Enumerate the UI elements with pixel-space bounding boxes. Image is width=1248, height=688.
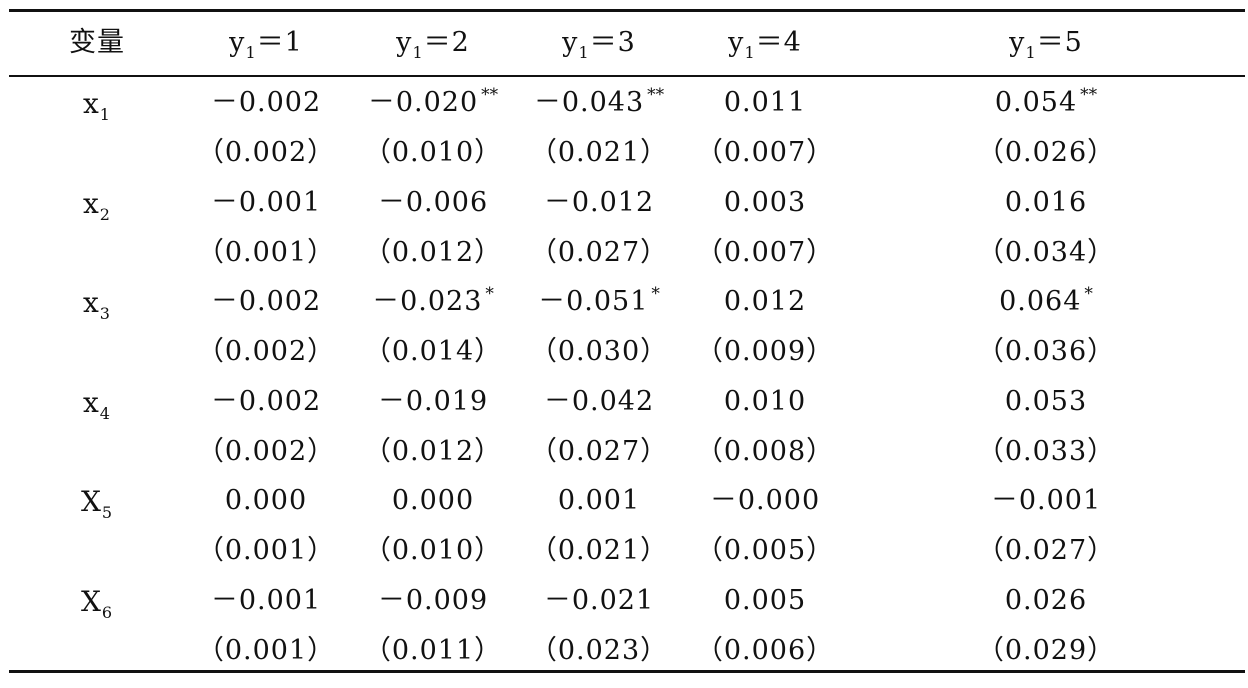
coefficient-cell: －0.001	[990, 485, 1102, 516]
standard-error-cell: （0.012）	[363, 236, 503, 268]
coefficient-cell: 0.053	[1004, 385, 1088, 417]
standard-error-cell: （0.002）	[196, 336, 336, 367]
top-rule	[9, 9, 1245, 12]
standard-error-cell: （0.010）	[363, 137, 503, 168]
standard-error-cell: （0.001）	[196, 634, 336, 666]
standard-error-cell: （0.030）	[529, 336, 669, 367]
coefficient-cell: 0.010	[723, 385, 807, 417]
coefficient-cell: －0.002	[210, 385, 322, 417]
coefficient-cell: －0.001	[210, 584, 322, 616]
variable-label: x2	[83, 186, 111, 224]
standard-error-cell: （0.009）	[695, 336, 835, 367]
significance-stars: **	[647, 85, 665, 105]
standard-error-cell: （0.001）	[196, 236, 336, 268]
standard-error-cell: （0.014）	[363, 336, 503, 367]
standard-error-cell: （0.006）	[695, 634, 835, 666]
header-col-1: y1＝1	[229, 27, 303, 62]
significance-stars: *	[1084, 284, 1093, 304]
header-col-3: y1＝3	[562, 27, 636, 62]
standard-error-cell: （0.027）	[529, 435, 669, 467]
variable-label: X5	[80, 485, 114, 522]
coefficient-cell: －0.006	[377, 186, 489, 218]
coefficient-cell: －0.009	[377, 584, 489, 616]
coefficient-cell: 0.026	[1004, 584, 1088, 616]
standard-error-cell: （0.007）	[695, 236, 835, 268]
header-variable: 变量	[69, 27, 125, 58]
coefficient-cell: －0.019	[377, 385, 489, 417]
standard-error-cell: （0.027）	[529, 236, 669, 268]
coefficient-cell: －0.043 **	[533, 85, 665, 118]
coefficient-cell: －0.002	[210, 87, 322, 118]
significance-stars: *	[485, 284, 494, 304]
significance-stars: **	[481, 85, 499, 105]
coefficient-cell: 0.000	[391, 485, 475, 516]
coefficient-cell: －0.002	[210, 286, 322, 317]
standard-error-cell: （0.007）	[695, 137, 835, 168]
standard-error-cell: （0.021）	[529, 535, 669, 566]
coefficient-cell: －0.021	[543, 584, 655, 616]
standard-error-cell: （0.008）	[695, 435, 835, 467]
standard-error-cell: （0.002）	[196, 137, 336, 168]
significance-stars: **	[1080, 85, 1098, 105]
header-col-2: y1＝2	[396, 27, 470, 62]
header-col-5: y1＝5	[1009, 27, 1083, 62]
standard-error-cell: （0.011）	[363, 634, 503, 666]
header-col-4: y1＝4	[728, 27, 802, 62]
standard-error-cell: （0.001）	[196, 535, 336, 566]
variable-label: x1	[83, 87, 111, 124]
standard-error-cell: （0.034）	[976, 236, 1116, 268]
coefficient-cell: －0.001	[210, 186, 322, 218]
variable-label: x3	[83, 286, 111, 323]
coefficient-cell: －0.051 *	[538, 284, 660, 317]
regression-table: 变量 y1＝1 y1＝2 y1＝3 y1＝4 y1＝5 x1 －0.002 －0.0…	[9, 9, 1245, 673]
coefficient-cell: 0.005	[723, 584, 807, 616]
bottom-rule	[9, 670, 1245, 673]
standard-error-cell: （0.027）	[976, 535, 1116, 566]
standard-error-cell: （0.005）	[695, 535, 835, 566]
standard-error-cell: （0.023）	[529, 634, 669, 666]
standard-error-cell: （0.033）	[976, 435, 1116, 467]
coefficient-cell: 0.003	[723, 186, 807, 218]
coefficient-cell: －0.000	[709, 485, 821, 516]
coefficient-cell: 0.016	[1004, 186, 1088, 218]
coefficient-cell: 0.000	[224, 485, 308, 516]
coefficient-cell: 0.012	[723, 286, 807, 317]
coefficient-cell: －0.042	[543, 385, 655, 417]
standard-error-cell: （0.010）	[363, 535, 503, 566]
coefficient-cell: 0.011	[723, 87, 807, 118]
variable-label: X6	[80, 584, 114, 622]
coefficient-cell: 0.001	[557, 485, 641, 516]
coefficient-cell: －0.020 **	[367, 85, 499, 118]
standard-error-cell: （0.036）	[976, 336, 1116, 367]
header-rule	[9, 75, 1245, 77]
variable-label: x4	[83, 385, 111, 423]
coefficient-cell: －0.023 *	[372, 284, 494, 317]
standard-error-cell: （0.002）	[196, 435, 336, 467]
coefficient-cell: 0.064 *	[999, 284, 1093, 317]
significance-stars: *	[651, 284, 660, 304]
standard-error-cell: （0.029）	[976, 634, 1116, 666]
coefficient-cell: 0.054 **	[994, 85, 1098, 118]
standard-error-cell: （0.021）	[529, 137, 669, 168]
standard-error-cell: （0.026）	[976, 137, 1116, 168]
coefficient-cell: －0.012	[543, 186, 655, 218]
standard-error-cell: （0.012）	[363, 435, 503, 467]
